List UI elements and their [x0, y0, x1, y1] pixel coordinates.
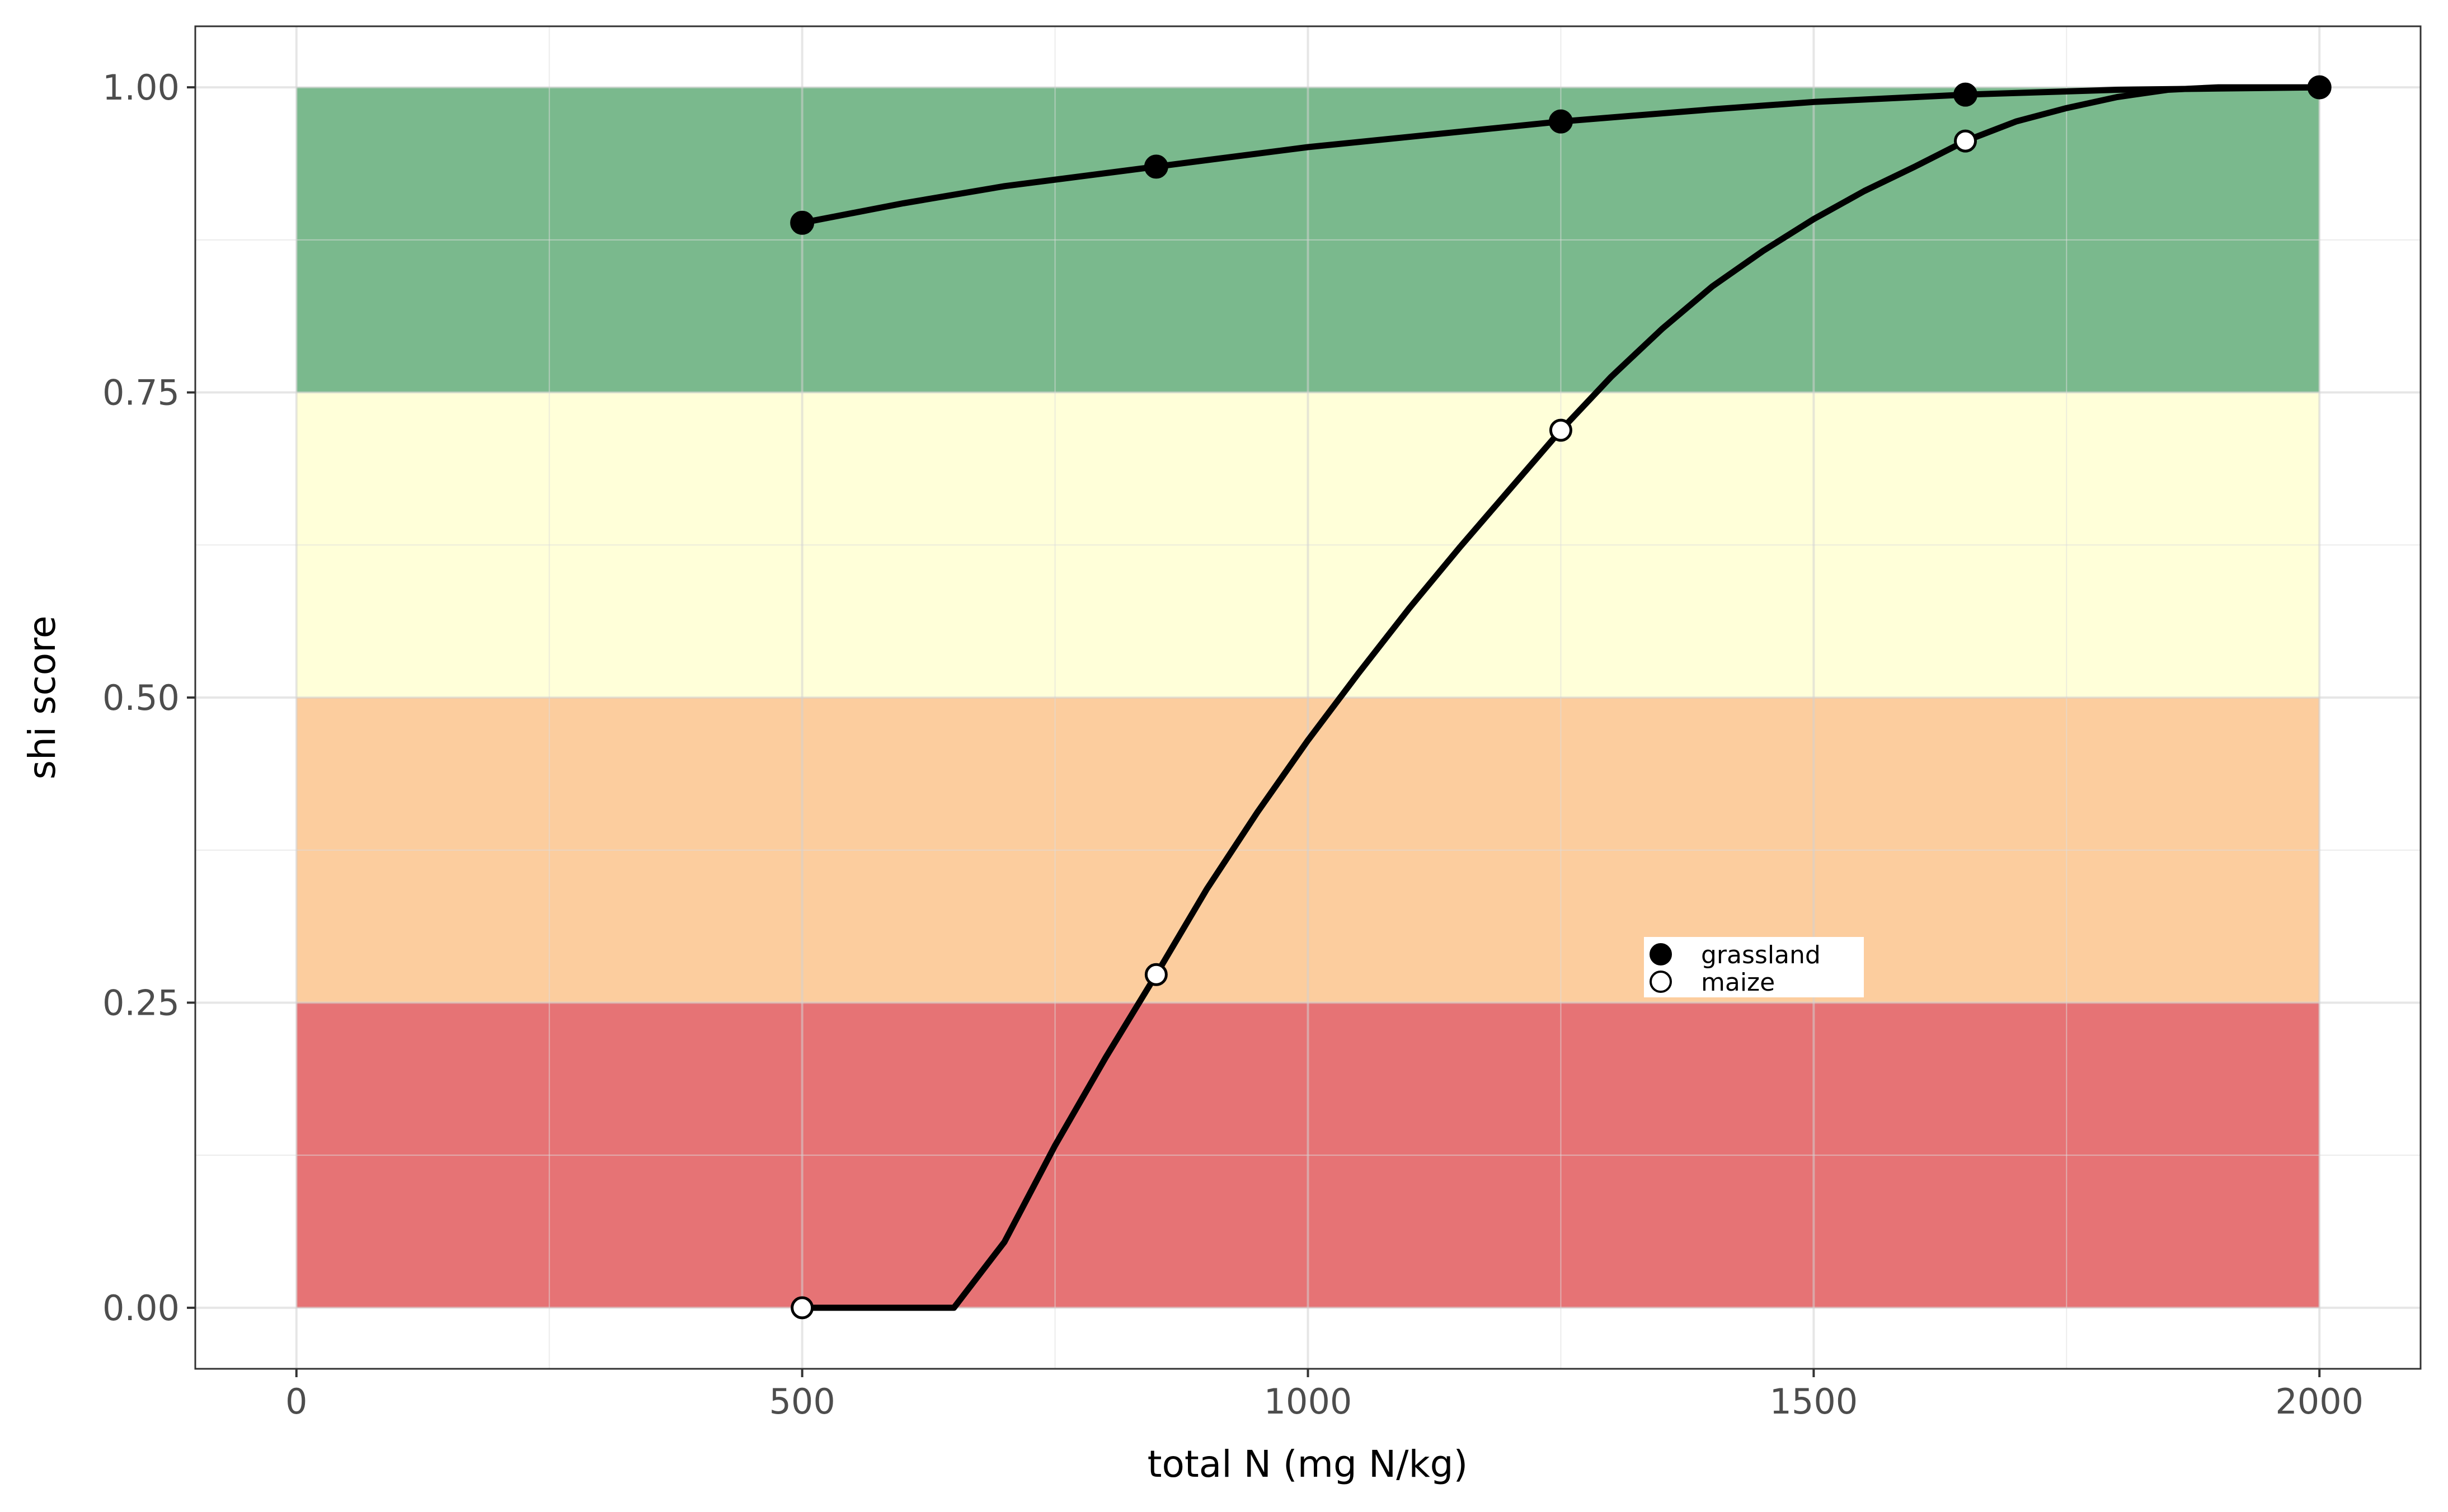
legend-label-maize: maize: [1701, 968, 1775, 997]
point-grassland-3: [1953, 82, 1978, 107]
point-grassland-0: [790, 210, 815, 235]
y-axis-title: shi score: [21, 616, 64, 780]
point-grassland-1: [1144, 154, 1168, 179]
x-tick-label-1: 500: [769, 1381, 835, 1422]
series-lines: [799, 84, 2323, 1311]
y-tick-label-2: 0.50: [102, 677, 180, 718]
grid: [195, 26, 2421, 1369]
x-tick-label-2: 1000: [1264, 1381, 1352, 1422]
x-axis-ticks: 0 500 1000 1500 2000: [285, 1369, 2364, 1422]
x-tick-label-4: 2000: [2275, 1381, 2364, 1422]
series-line-grassland: [799, 84, 2323, 226]
x-tick-label-0: 0: [285, 1381, 307, 1422]
x-axis-title: total N (mg N/kg): [1148, 1443, 1468, 1486]
point-maize-1: [1144, 963, 1168, 986]
point-grassland-4: [2307, 75, 2332, 100]
legend-key-grassland: [1650, 943, 1672, 965]
y-tick-label-4: 1.00: [102, 67, 180, 108]
point-grassland-2: [1548, 109, 1573, 134]
series-line-maize: [799, 84, 2323, 1311]
series-points: [790, 75, 2332, 1320]
legend-key-maize: [1650, 971, 1672, 993]
y-tick-label-0: 0.00: [102, 1288, 180, 1329]
point-maize-3: [1954, 129, 1977, 153]
y-axis-ticks: 0.00 0.25 0.50 0.75 1.00: [102, 67, 195, 1329]
legend: grassland maize: [1644, 937, 1864, 997]
legend-background: [1644, 937, 1864, 997]
point-maize-0: [791, 1296, 814, 1320]
x-tick-label-3: 1500: [1769, 1381, 1858, 1422]
point-maize-2: [1549, 418, 1572, 442]
legend-label-grassland: grassland: [1701, 941, 1821, 969]
y-tick-label-1: 0.25: [102, 982, 180, 1023]
y-tick-label-3: 0.75: [102, 373, 180, 413]
